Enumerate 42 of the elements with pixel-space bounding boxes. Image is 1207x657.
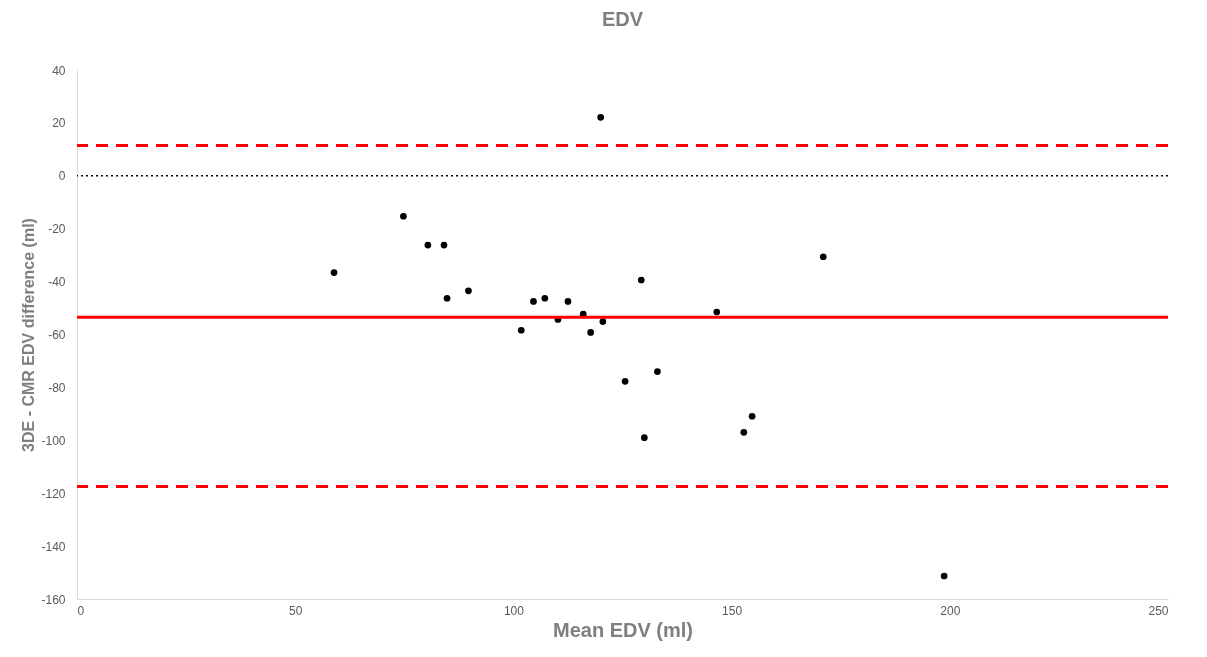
point: [517, 326, 525, 334]
x-tick-label: 100: [503, 603, 525, 618]
point: [599, 318, 607, 325]
point: [587, 329, 594, 336]
x-axis-title: Mean EDV (ml): [552, 618, 694, 641]
point: [465, 287, 472, 295]
point: [640, 434, 648, 441]
point: [819, 253, 827, 261]
point: [621, 377, 629, 385]
y-tick-label: 0: [58, 169, 66, 184]
chart-title: EDV: [601, 8, 644, 30]
point: [748, 412, 756, 420]
point: [424, 241, 432, 249]
point: [654, 368, 661, 375]
point: [400, 212, 407, 220]
y-tick-label: -140: [41, 539, 66, 554]
y-tick-label: 20: [52, 116, 66, 131]
point: [740, 429, 748, 436]
point: [940, 572, 948, 580]
point: [637, 276, 645, 284]
point: [330, 269, 338, 276]
x-tick-label: 50: [289, 603, 303, 618]
x-tick-label: 200: [940, 603, 961, 618]
y-tick-label: -40: [48, 275, 66, 290]
y-tick-label: -120: [41, 486, 66, 501]
y-tick-label: 40: [52, 63, 66, 78]
point: [713, 308, 721, 316]
point: [564, 298, 572, 305]
x-tick-label: 0: [77, 603, 85, 618]
point: [440, 241, 448, 249]
point: [443, 294, 451, 302]
point: [541, 294, 549, 302]
y-tick-label: -80: [48, 380, 66, 395]
point: [530, 298, 537, 305]
x-tick-label: 250: [1148, 603, 1169, 618]
y-tick-label: -100: [41, 433, 66, 448]
y-tick-label: -160: [41, 592, 66, 607]
x-tick-label: 150: [722, 603, 743, 618]
point: [597, 114, 605, 121]
y-tick-label: -20: [48, 222, 66, 237]
y-tick-label: -60: [48, 328, 66, 342]
y-axis-title: 3DE - CMR EDV difference (ml): [20, 218, 38, 452]
